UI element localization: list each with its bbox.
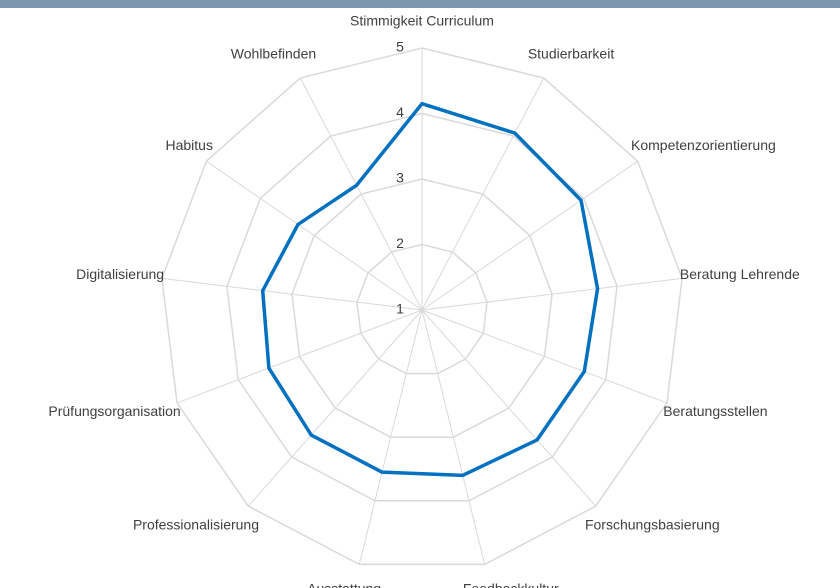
category-label: Feedbackkultur: [463, 580, 559, 588]
category-label: Beratung Lehrende: [680, 266, 800, 282]
r-tick-label: 2: [396, 235, 404, 251]
spoke: [421, 160, 638, 311]
category-label: Kompetenzorientierung: [631, 137, 776, 153]
spoke: [161, 277, 423, 311]
spoke: [358, 309, 423, 565]
category-label: Habitus: [166, 137, 213, 153]
category-label: Studierbarkeit: [528, 46, 614, 62]
spoke: [206, 160, 423, 311]
grid-ring: [226, 112, 618, 502]
spoke: [421, 277, 683, 311]
r-tick-label: 5: [396, 39, 404, 55]
spoke: [247, 309, 423, 507]
top-bar: [0, 0, 840, 8]
category-label: Prüfungsorganisation: [48, 403, 180, 419]
category-label: Forschungsbasierung: [585, 516, 720, 532]
series-line: [260, 101, 600, 478]
spoke: [299, 77, 423, 311]
spoke: [421, 309, 486, 565]
r-tick-label: 1: [396, 301, 404, 317]
category-label: Digitalisierung: [76, 266, 164, 282]
spoke: [176, 309, 423, 404]
category-label: Stimmigkeit Curriculum: [350, 13, 494, 29]
grid-ring: [356, 243, 488, 375]
category-label: Ausstattung: [307, 580, 381, 588]
r-tick-label: 4: [396, 104, 404, 120]
spoke: [421, 77, 545, 311]
spoke: [421, 309, 668, 404]
category-label: Professionalisierung: [133, 516, 259, 532]
category-label: Wohlbefinden: [231, 46, 316, 62]
spoke: [421, 309, 597, 507]
grid-ring: [291, 178, 553, 438]
grid-ring: [161, 47, 683, 566]
r-tick-label: 3: [396, 170, 404, 186]
category-label: Beratungsstellen: [663, 403, 767, 419]
